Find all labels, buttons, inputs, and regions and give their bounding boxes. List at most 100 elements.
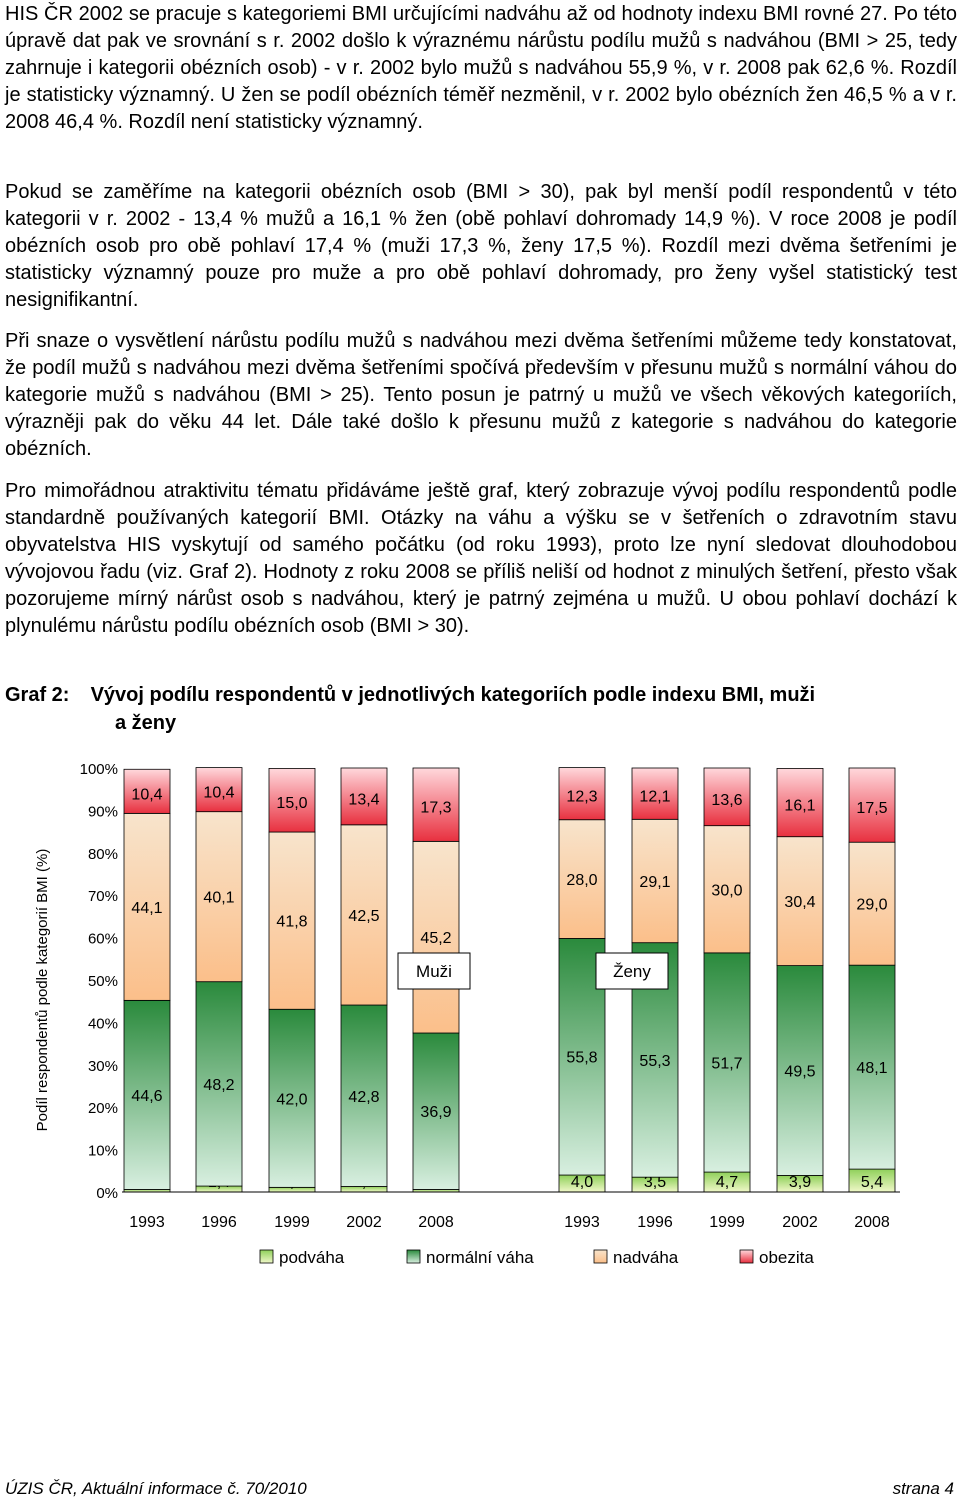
bar-segment-obezita: [412, 767, 460, 842]
data-label: 48,2: [203, 1077, 234, 1094]
x-tick-label: 2002: [782, 1214, 818, 1231]
bar-segment-nadvaha: [703, 825, 751, 954]
x-tick-label: 1996: [637, 1214, 673, 1231]
data-label: 36,9: [420, 1104, 451, 1121]
data-label: 3,9: [789, 1174, 811, 1191]
bar-segment-normalni-vaha: [123, 999, 171, 1190]
bar-segment-obezita: [703, 767, 751, 827]
data-label: 44,6: [131, 1088, 162, 1105]
y-tick-label: 10%: [88, 1143, 118, 1160]
data-label: 44,1: [131, 900, 162, 917]
bar-segment-obezita: [776, 768, 824, 838]
group-label: Muži: [416, 962, 452, 981]
footer-source: ÚZIS ČR, Aktuální informace č. 70/2010: [5, 1479, 307, 1498]
paragraph-1: HIS ČR 2002 se pracuje s kategoriemi BMI…: [5, 3, 957, 133]
data-label: 12,3: [566, 789, 597, 806]
y-tick-label: 60%: [88, 931, 118, 948]
data-label: 4,7: [716, 1174, 738, 1191]
y-tick-label: 40%: [88, 1015, 118, 1032]
legend-label-obezita: obezita: [759, 1248, 814, 1267]
bar-segment-nadvaha: [123, 812, 171, 1001]
bar-segment-normalni-vaha: [703, 952, 751, 1173]
data-label: 51,7: [711, 1055, 742, 1072]
legend-swatch-nadvaha: [593, 1249, 608, 1264]
caption-line1: Vývoj podílu respondentů v jednotlivých …: [90, 684, 816, 706]
bar-segment-normalni-vaha: [195, 981, 243, 1187]
legend-swatch-normalni-vaha: [406, 1249, 421, 1264]
x-tick-label: 2002: [346, 1214, 382, 1231]
group-label-box: [397, 952, 471, 990]
bar-segment-obezita: [268, 768, 316, 833]
bar-segment-nadvaha: [340, 824, 388, 1006]
x-tick-label: 2008: [418, 1214, 454, 1231]
bar-segment-normalni-vaha: [776, 965, 824, 1176]
bar-segment-obezita: [848, 767, 896, 843]
y-tick-label: 100%: [80, 761, 118, 778]
y-tick-label: 90%: [88, 803, 118, 820]
data-label: 49,5: [784, 1064, 815, 1081]
bar-segment-normalni-vaha: [268, 1008, 316, 1188]
paragraph-3: Při snaze o vysvětlení nárůstu podílu mu…: [5, 330, 957, 460]
y-tick-label: 50%: [88, 973, 118, 990]
data-label: 30,4: [784, 894, 815, 911]
data-label: 5,4: [861, 1174, 883, 1191]
bar-segment-obezita: [558, 767, 606, 821]
legend-label-nadvaha: nadváha: [613, 1248, 679, 1267]
data-label: 4,0: [571, 1174, 593, 1191]
data-label: 42,0: [276, 1091, 307, 1108]
x-tick-label: 1993: [129, 1214, 165, 1231]
data-label: 15,0: [276, 795, 307, 812]
bar-segment-nadvaha: [848, 841, 896, 966]
data-label: 55,3: [639, 1053, 670, 1070]
x-tick-label: 1996: [201, 1214, 237, 1231]
legend-swatch-obezita: [739, 1249, 754, 1264]
data-label: 17,5: [856, 800, 887, 817]
y-tick-label: 80%: [88, 846, 118, 863]
data-label: 29,1: [639, 874, 670, 891]
bar-segment-obezita: [123, 768, 171, 814]
y-tick-label: 30%: [88, 1058, 118, 1075]
data-label: 30,0: [711, 882, 742, 899]
x-tick-label: 2008: [854, 1214, 890, 1231]
y-axis-title: Podíl respondentů podle kategorií BMI (%…: [34, 849, 51, 1132]
x-tick-label: 1993: [564, 1214, 600, 1231]
group-label-box: [595, 952, 669, 990]
bar-segment-nadvaha: [195, 811, 243, 983]
legend-label-normalni-vaha: normální váha: [426, 1248, 534, 1267]
data-label: 10,4: [131, 786, 162, 803]
data-label: 17,3: [420, 800, 451, 817]
bar-segment-obezita: [340, 767, 388, 826]
footer-page-number: strana 4: [892, 1479, 954, 1498]
data-label: 16,1: [784, 798, 815, 815]
data-label: 41,8: [276, 914, 307, 931]
data-label: 13,4: [348, 791, 379, 808]
y-tick-label: 0%: [96, 1185, 118, 1202]
bar-segment-nadvaha: [776, 836, 824, 966]
paragraph-4: Pro mimořádnou atraktivitu tématu přidáv…: [5, 480, 957, 637]
chart-caption: Graf 2: Vývoj podílu respondentů v jedno…: [5, 681, 955, 737]
bar-segment-nadvaha: [268, 831, 316, 1010]
caption-line2: a ženy: [115, 712, 177, 734]
group-label: Ženy: [613, 962, 651, 981]
legend-label-podvaha: podváha: [279, 1248, 345, 1267]
data-label: 29,0: [856, 897, 887, 914]
data-label: 55,8: [566, 1050, 597, 1067]
bmi-stacked-bar-chart: 0% 10% 20% 30% 40% 50% 60% 70% 80% 90% 100% Podíl r…: [34, 761, 900, 1267]
y-tick-label: 70%: [88, 888, 118, 905]
data-label: 28,0: [566, 872, 597, 889]
data-label: 48,1: [856, 1060, 887, 1077]
bar-segment-nadvaha: [558, 819, 606, 939]
bar-segment-obezita: [195, 767, 243, 813]
caption-label: Graf 2:: [5, 684, 70, 706]
bar-segment-obezita: [631, 767, 679, 820]
legend-swatch-podvaha: [259, 1249, 274, 1264]
bar-segment-normalni-vaha: [412, 1032, 460, 1190]
data-label: 45,2: [420, 930, 451, 947]
data-label: 3,5: [644, 1174, 666, 1191]
x-tick-label: 1999: [709, 1214, 745, 1231]
data-label: 42,5: [348, 908, 379, 925]
data-label: 40,1: [203, 890, 234, 907]
paragraph-2: Pokud se zaměříme na kategorii obézních …: [5, 181, 957, 311]
data-label: 10,4: [203, 785, 234, 802]
y-tick-label: 20%: [88, 1100, 118, 1117]
